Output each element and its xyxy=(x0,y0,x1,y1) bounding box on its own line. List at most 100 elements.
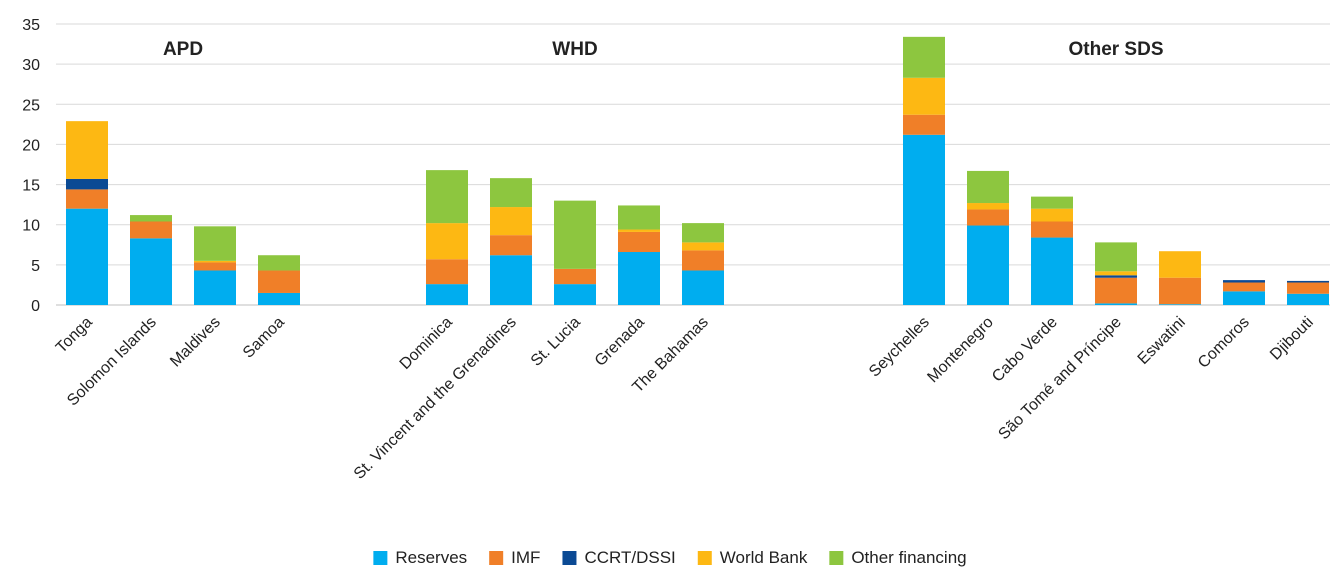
bar-segment-other-financing xyxy=(967,170,1009,204)
bar-segment-ccrt-dssi xyxy=(1223,280,1265,283)
group-label-other-sds: Other SDS xyxy=(1068,39,1163,60)
bar-segment-world-bank xyxy=(967,203,1009,210)
bar-solomon-islands xyxy=(130,215,172,305)
legend-label: World Bank xyxy=(720,548,808,567)
bar-segment-other-financing xyxy=(490,178,532,208)
bar-segment-other-financing xyxy=(258,255,300,271)
legend-item-world-bank: World Bank xyxy=(697,548,808,567)
bar-st-lucia xyxy=(554,200,596,305)
bar-segment-ccrt-dssi xyxy=(66,178,108,190)
bar-segment-other-financing xyxy=(903,36,945,78)
bar-segment-imf xyxy=(130,221,172,239)
bar-segment-reserves xyxy=(967,225,1009,305)
y-tick-label: 35 xyxy=(22,17,40,34)
y-tick-label: 10 xyxy=(22,218,40,235)
bar-segment-imf xyxy=(1031,221,1073,238)
bar-djibouti xyxy=(1287,280,1329,305)
x-category-label: Dominica xyxy=(397,314,456,373)
legend-swatch xyxy=(829,551,844,565)
bar-segment-imf xyxy=(490,235,532,256)
x-category-label: Montenegro xyxy=(924,314,996,386)
bar-samoa xyxy=(258,255,300,305)
bar-segment-other-financing xyxy=(618,205,660,230)
legend-label: Other financing xyxy=(851,548,966,567)
x-category-label: Grenada xyxy=(592,314,648,370)
bar-segment-world-bank xyxy=(903,77,945,115)
bar-segment-imf xyxy=(1095,277,1137,304)
legend-item-ccrt-dssi: CCRT/DSSI xyxy=(562,548,676,567)
bar-segment-other-financing xyxy=(682,223,724,243)
bar-segment-world-bank xyxy=(1031,208,1073,222)
bar-montenegro xyxy=(967,170,1009,305)
x-category-label: Comoros xyxy=(1195,314,1253,372)
legend-item-reserves: Reserves xyxy=(373,548,467,567)
y-tick-label: 5 xyxy=(31,258,40,275)
bar-segment-imf xyxy=(258,270,300,293)
bar-comoros xyxy=(1223,280,1265,305)
y-tick-label: 15 xyxy=(22,178,40,195)
bar-segment-other-financing xyxy=(554,200,596,269)
x-category-label: São Tomé and Príncipe xyxy=(995,314,1124,443)
legend-label: CCRT/DSSI xyxy=(584,548,675,567)
group-label-apd: APD xyxy=(163,39,203,60)
legend-swatch xyxy=(697,551,712,565)
bar-segment-reserves xyxy=(1031,237,1073,305)
x-category-label: Djibouti xyxy=(1267,314,1317,364)
legend-label: Reserves xyxy=(395,548,467,567)
bar-seychelles xyxy=(903,36,945,305)
bar-segment-world-bank xyxy=(66,121,108,179)
bar-segment-reserves xyxy=(554,284,596,305)
bar-segment-imf xyxy=(1287,282,1329,294)
bar-segment-imf xyxy=(1159,277,1201,305)
bars xyxy=(66,36,1329,305)
x-category-label: Samoa xyxy=(240,314,288,362)
bar-segment-world-bank xyxy=(1159,251,1201,278)
bar-segment-reserves xyxy=(194,270,236,305)
bar-sao-tome-and-principe xyxy=(1095,242,1137,305)
y-tick-label: 25 xyxy=(22,97,40,114)
y-axis: 0 5 10 15 20 25 30 35 xyxy=(22,17,40,315)
bar-segment-reserves xyxy=(258,292,300,305)
bar-segment-other-financing xyxy=(130,215,172,222)
bar-segment-world-bank xyxy=(426,223,468,260)
legend-swatch xyxy=(489,551,504,565)
bar-segment-imf xyxy=(903,114,945,135)
legend-item-imf: IMF xyxy=(489,548,540,567)
bar-segment-other-financing xyxy=(1095,242,1137,272)
x-category-label: Seychelles xyxy=(866,314,933,381)
bar-tonga xyxy=(66,121,108,305)
bar-st-vincent-and-the-grenadines xyxy=(490,178,532,305)
legend: Reserves IMF CCRT/DSSI World Bank Other fina… xyxy=(373,548,967,567)
group-labels: APD WHD Other SDS xyxy=(163,39,1164,60)
bar-segment-reserves xyxy=(1159,304,1201,305)
bar-segment-imf xyxy=(682,250,724,271)
bar-segment-imf xyxy=(426,259,468,285)
bar-segment-reserves xyxy=(1223,291,1265,305)
bar-segment-reserves xyxy=(682,270,724,305)
bar-segment-reserves xyxy=(130,238,172,305)
y-tick-label: 0 xyxy=(31,298,40,315)
y-tick-label: 20 xyxy=(22,137,40,154)
bar-segment-reserves xyxy=(618,252,660,305)
bar-eswatini xyxy=(1159,251,1201,305)
x-category-label: Maldives xyxy=(167,314,224,371)
x-category-label: Eswatini xyxy=(1135,314,1189,368)
bar-segment-world-bank xyxy=(194,260,236,263)
bar-maldives xyxy=(194,226,236,305)
bar-segment-reserves xyxy=(426,284,468,305)
bar-segment-imf xyxy=(66,189,108,209)
bar-segment-reserves xyxy=(903,134,945,305)
bar-segment-imf xyxy=(967,209,1009,226)
bar-segment-reserves xyxy=(1287,293,1329,305)
bar-segment-other-financing xyxy=(194,226,236,261)
x-category-label: Tonga xyxy=(53,314,96,357)
legend-swatch xyxy=(373,551,388,565)
bar-segment-reserves xyxy=(1095,303,1137,305)
bar-segment-world-bank xyxy=(490,207,532,236)
bar-segment-imf xyxy=(554,268,596,285)
bar-segment-ccrt-dssi xyxy=(1287,280,1329,283)
x-category-label: Cabo Verde xyxy=(989,314,1061,386)
group-label-whd: WHD xyxy=(552,39,597,60)
